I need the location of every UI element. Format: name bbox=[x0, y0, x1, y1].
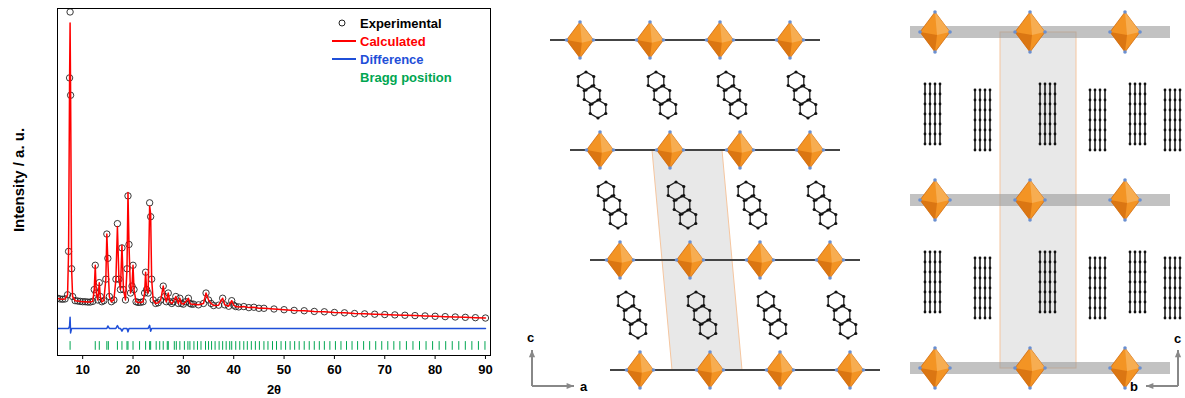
svg-text:80: 80 bbox=[428, 362, 442, 377]
svg-text:70: 70 bbox=[378, 362, 392, 377]
svg-text:30: 30 bbox=[176, 362, 190, 377]
svg-text:40: 40 bbox=[226, 362, 240, 377]
svg-text:20: 20 bbox=[126, 362, 140, 377]
svg-text:a: a bbox=[580, 379, 588, 394]
html-text:Difference: Difference bbox=[360, 51, 424, 67]
svg-text:b: b bbox=[1130, 379, 1138, 394]
html-text:Intensity / a. u.: Intensity / a. u. bbox=[9, 127, 27, 233]
svg-text:c: c bbox=[527, 330, 534, 345]
svg-text:2θ: 2θ bbox=[267, 382, 281, 397]
html-text:Bragg position: Bragg position bbox=[360, 69, 452, 85]
svg-text:60: 60 bbox=[327, 362, 341, 377]
html-text:Calculated: Calculated bbox=[360, 33, 426, 49]
svg-text:90: 90 bbox=[478, 362, 492, 377]
svg-text:c: c bbox=[1174, 331, 1181, 346]
html-text:Experimental: Experimental bbox=[360, 15, 442, 31]
svg-text:50: 50 bbox=[277, 362, 291, 377]
svg-text:10: 10 bbox=[75, 362, 89, 377]
